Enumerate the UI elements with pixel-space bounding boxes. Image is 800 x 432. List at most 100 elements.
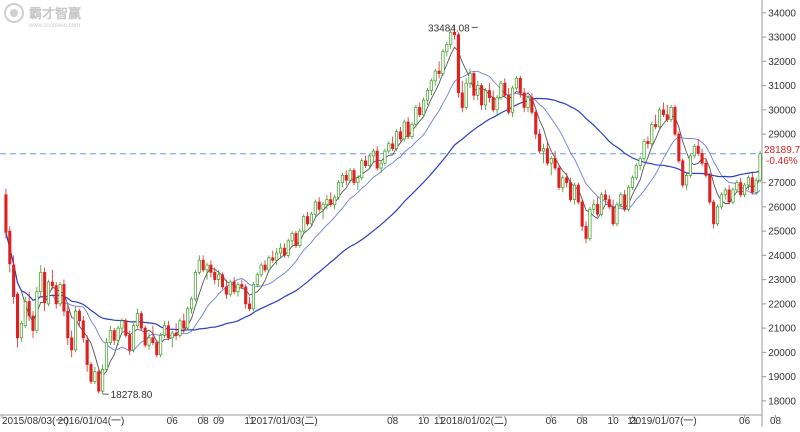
y-tick-label: 19000 [768, 372, 796, 383]
candle [661, 102, 665, 118]
candle [402, 119, 406, 142]
candle-body-up [592, 204, 596, 210]
candle-body-up [692, 145, 696, 157]
candle-body-up [588, 208, 592, 239]
candle-body-up [657, 109, 662, 128]
candle [476, 80, 480, 101]
candle-body-down [62, 284, 66, 312]
candle [244, 284, 248, 309]
candle-body-down [750, 177, 754, 193]
candle [422, 97, 426, 118]
candle [480, 83, 484, 110]
candle [182, 313, 186, 333]
candle [255, 272, 259, 287]
candle-body-up [371, 150, 375, 157]
candle-body-down [507, 94, 511, 113]
candle-body-down [155, 342, 159, 356]
candle [132, 323, 136, 353]
candle-body-down [739, 182, 743, 196]
candle-body-down [391, 143, 395, 150]
candle [135, 308, 139, 329]
candle-body-down [534, 111, 538, 135]
y-tick-label: 25000 [768, 227, 796, 238]
candle [414, 105, 418, 127]
candle-body-down [665, 114, 669, 120]
x-tick-label: 09 [213, 416, 225, 427]
candle [186, 306, 190, 331]
candle [735, 180, 739, 193]
candle-body-up [526, 97, 530, 108]
candle [495, 95, 499, 115]
candle-body-down [15, 293, 20, 339]
candle-body-down [487, 90, 491, 99]
candle-body-down [77, 310, 81, 322]
candle-body-up [228, 281, 232, 295]
candle [638, 155, 642, 171]
moving-average-layer [5, 46, 761, 377]
candle-body-up [267, 257, 271, 271]
candle-body-up [197, 259, 201, 273]
candle-body-up [746, 177, 751, 186]
candle [170, 330, 174, 348]
candle-body-down [704, 162, 708, 176]
candle-body-down [166, 325, 170, 339]
candle-body-up [688, 155, 693, 176]
candle-body-down [66, 310, 70, 339]
candle [712, 199, 716, 229]
candle [128, 330, 132, 355]
candle [565, 172, 569, 188]
x-tick-label: 10 [608, 416, 620, 427]
candle-body-down [143, 327, 147, 346]
candle [410, 121, 414, 139]
candle [333, 194, 337, 210]
candle-body-down [518, 77, 522, 94]
candle [534, 109, 538, 139]
candle [538, 129, 542, 154]
candle [576, 182, 580, 205]
candle-body-up [669, 107, 673, 120]
candle-body-up [35, 291, 39, 331]
low-value-label: 18278.80 [111, 390, 153, 401]
y-tick-label: 24000 [768, 251, 796, 262]
candle [39, 265, 43, 297]
candle [511, 85, 515, 118]
candle [367, 153, 372, 169]
candle [468, 68, 472, 89]
candle [294, 231, 298, 249]
candle-body-down [89, 364, 93, 382]
candle [120, 318, 124, 333]
candle-body-down [50, 281, 54, 287]
candle [394, 129, 399, 152]
candle-body-up [449, 31, 453, 45]
candle-body-up [93, 371, 97, 382]
candle [267, 255, 271, 273]
candle [340, 172, 344, 188]
candle-body-down [271, 257, 275, 261]
candle-body-up [19, 322, 23, 339]
candle [696, 138, 700, 156]
candle-body-down [472, 73, 476, 96]
candle [456, 32, 460, 98]
candle-body-up [104, 342, 109, 370]
candle-body-down [406, 121, 410, 137]
candle [248, 296, 252, 312]
candle [8, 226, 12, 273]
candle-body-up [561, 177, 565, 188]
candle-body-up [290, 233, 294, 242]
candle-body-up [410, 124, 414, 137]
candle [452, 25, 457, 40]
candle-body-down [128, 335, 132, 351]
candle [483, 88, 488, 110]
candle-body-up [394, 131, 399, 150]
candle-body-down [538, 133, 542, 152]
candle-body-up [650, 124, 654, 145]
candle-body-down [224, 286, 228, 295]
candle-body-up [348, 170, 352, 181]
candle [650, 121, 654, 147]
candle-body-down [460, 92, 464, 108]
candle [329, 192, 333, 207]
candle [406, 117, 410, 139]
candle [607, 194, 611, 210]
candle [526, 95, 530, 113]
